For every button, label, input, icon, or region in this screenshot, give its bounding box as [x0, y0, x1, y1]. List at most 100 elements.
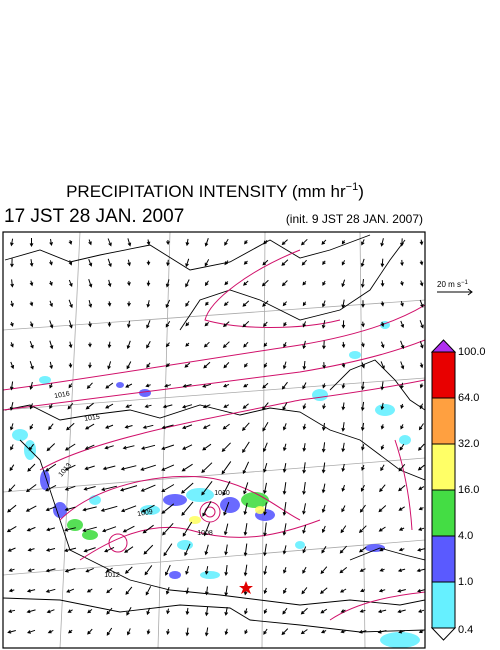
wind-arrow — [205, 301, 209, 306]
wind-arrow — [302, 462, 306, 474]
wind-arrow — [417, 547, 425, 552]
wind-arrow — [202, 424, 211, 429]
wind-arrow — [166, 239, 170, 246]
wind-arrow — [88, 299, 93, 308]
wind-arrow — [302, 482, 306, 495]
wind-arrow — [46, 527, 56, 532]
wind-arrow — [9, 464, 15, 472]
wind-arrow — [88, 279, 93, 288]
title-text: PRECIPITATION INTENSITY (mm hr — [66, 182, 346, 201]
wind-arrow — [29, 341, 34, 349]
wind-scale-text: 20 m s — [437, 280, 461, 289]
wind-arrow — [7, 609, 16, 613]
wind-arrow — [45, 506, 56, 512]
wind-arrow — [223, 404, 230, 408]
wind-arrow — [107, 301, 112, 307]
wind-arrow — [341, 505, 346, 513]
wind-arrow — [85, 402, 94, 410]
wind-arrow — [26, 589, 36, 593]
wind-arrow — [104, 445, 114, 450]
precip-area — [220, 497, 240, 513]
wind-arrow — [263, 543, 267, 557]
wind-arrow — [244, 239, 248, 245]
wind-arrow — [224, 585, 228, 597]
wind-arrow — [26, 609, 36, 614]
title: PRECIPITATION INTENSITY (mm hr−1) — [66, 181, 364, 202]
wind-arrow — [399, 443, 405, 451]
wind-scale-label: 20 m s−1 — [437, 280, 469, 290]
wind-vectors — [6, 238, 425, 637]
wind-arrow — [360, 279, 365, 288]
wind-arrow — [185, 627, 190, 637]
wind-arrow — [302, 524, 307, 534]
wind-arrow — [45, 463, 57, 472]
wind-scale-arrow — [437, 288, 473, 296]
wind-arrow — [124, 425, 133, 429]
wind-arrow — [107, 258, 112, 268]
wind-arrow — [302, 280, 307, 286]
wind-arrow — [319, 587, 328, 595]
title-end: ) — [358, 182, 364, 201]
wind-arrow — [398, 629, 405, 634]
precip-area — [186, 488, 214, 502]
wind-arrow — [142, 424, 154, 429]
precip-area — [82, 530, 98, 540]
wind-arrow — [165, 587, 170, 595]
wind-scale-exponent: −1 — [461, 280, 469, 286]
wind-arrow — [88, 321, 92, 328]
wind-arrow — [9, 381, 14, 391]
wind-arrow — [224, 281, 229, 286]
wind-arrow — [185, 258, 190, 268]
wind-arrow — [400, 382, 404, 390]
wind-arrow — [107, 361, 112, 370]
wind-arrow — [361, 362, 365, 369]
wind-arrow — [417, 464, 425, 471]
wind-arrow — [361, 444, 365, 451]
wind-arrow — [107, 341, 112, 349]
wind-arrow — [322, 383, 326, 389]
wind-arrow — [400, 320, 405, 329]
wind-arrow — [418, 609, 425, 613]
wind-arrow — [282, 463, 287, 473]
wind-arrow — [321, 422, 326, 432]
wind-arrow — [102, 465, 116, 471]
wind-arrow — [182, 444, 193, 450]
wind-arrow — [341, 422, 346, 432]
wind-arrow — [378, 588, 386, 593]
wind-arrow — [120, 505, 137, 513]
wind-arrow — [182, 404, 193, 409]
wind-arrow — [302, 340, 306, 350]
wind-arrow — [204, 322, 210, 327]
wind-arrow — [68, 299, 73, 309]
wind-arrow — [380, 402, 385, 411]
wind-arrow — [300, 629, 308, 635]
wind-arrow — [320, 566, 328, 575]
wind-arrow — [244, 629, 248, 635]
wind-arrow — [341, 484, 346, 492]
wind-arrow — [224, 238, 229, 246]
wind-arrow — [166, 628, 170, 636]
wind-arrow — [321, 442, 326, 453]
wind-arrow — [29, 403, 34, 410]
wind-arrow — [419, 362, 424, 369]
wind-arrow — [282, 361, 287, 370]
wind-arrow — [146, 362, 151, 369]
wind-arrow — [360, 258, 365, 268]
isobar-label: 1008 — [197, 530, 213, 537]
wind-arrow — [127, 280, 131, 287]
wind-arrow — [380, 464, 385, 472]
wind-arrow — [263, 239, 268, 245]
wind-arrow — [263, 522, 267, 537]
precip-area — [349, 351, 361, 359]
wind-arrow — [102, 526, 117, 533]
wind-arrow — [127, 301, 131, 307]
precip-area — [399, 435, 411, 445]
wind-arrow — [302, 566, 307, 574]
wind-arrow — [146, 341, 151, 349]
wind-arrow — [339, 588, 347, 593]
wind-arrow — [45, 568, 56, 573]
precip-area — [375, 404, 395, 416]
wind-arrow — [341, 402, 346, 411]
wind-arrow — [418, 486, 425, 490]
